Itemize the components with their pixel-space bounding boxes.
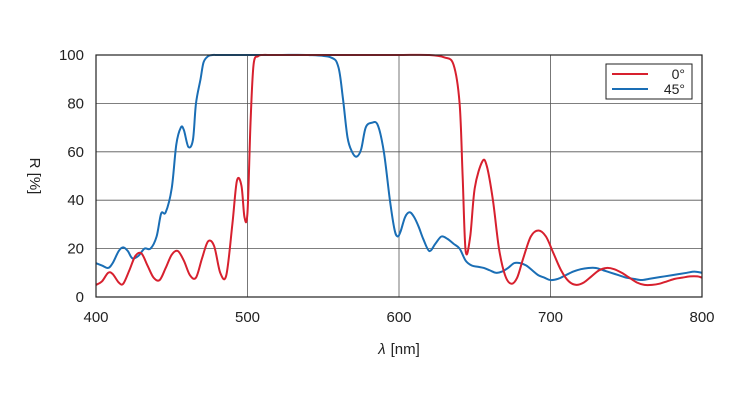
tick-labels: 0 20 40 60 80 100 400 500 600 700 800	[59, 47, 715, 326]
x-axis-unit: [nm]	[391, 341, 420, 358]
legend: 0° 45°	[605, 63, 693, 100]
series-line-45deg	[96, 53, 702, 282]
series-layer	[96, 53, 702, 287]
y-tick-label: 80	[67, 95, 84, 112]
legend-box	[605, 63, 693, 100]
y-axis-label: R [%]	[26, 158, 43, 195]
x-tick-label: 500	[235, 309, 260, 326]
y-tick-label: 100	[59, 47, 84, 64]
y-tick-label: 20	[67, 241, 84, 258]
legend-label-45deg: 45°	[664, 81, 685, 97]
legend-label-0deg: 0°	[672, 66, 685, 82]
x-axis-variable: λ	[377, 341, 385, 358]
series-line-0deg	[96, 53, 702, 287]
y-tick-label: 60	[67, 144, 84, 161]
y-tick-label: 40	[67, 192, 84, 209]
x-tick-label: 700	[538, 309, 563, 326]
x-tick-label: 800	[689, 309, 714, 326]
y-tick-label: 0	[76, 289, 84, 306]
x-tick-label: 400	[83, 309, 108, 326]
plot-frame	[95, 54, 703, 298]
x-axis-label: λ [nm]	[377, 341, 420, 358]
x-tick-label: 600	[386, 309, 411, 326]
